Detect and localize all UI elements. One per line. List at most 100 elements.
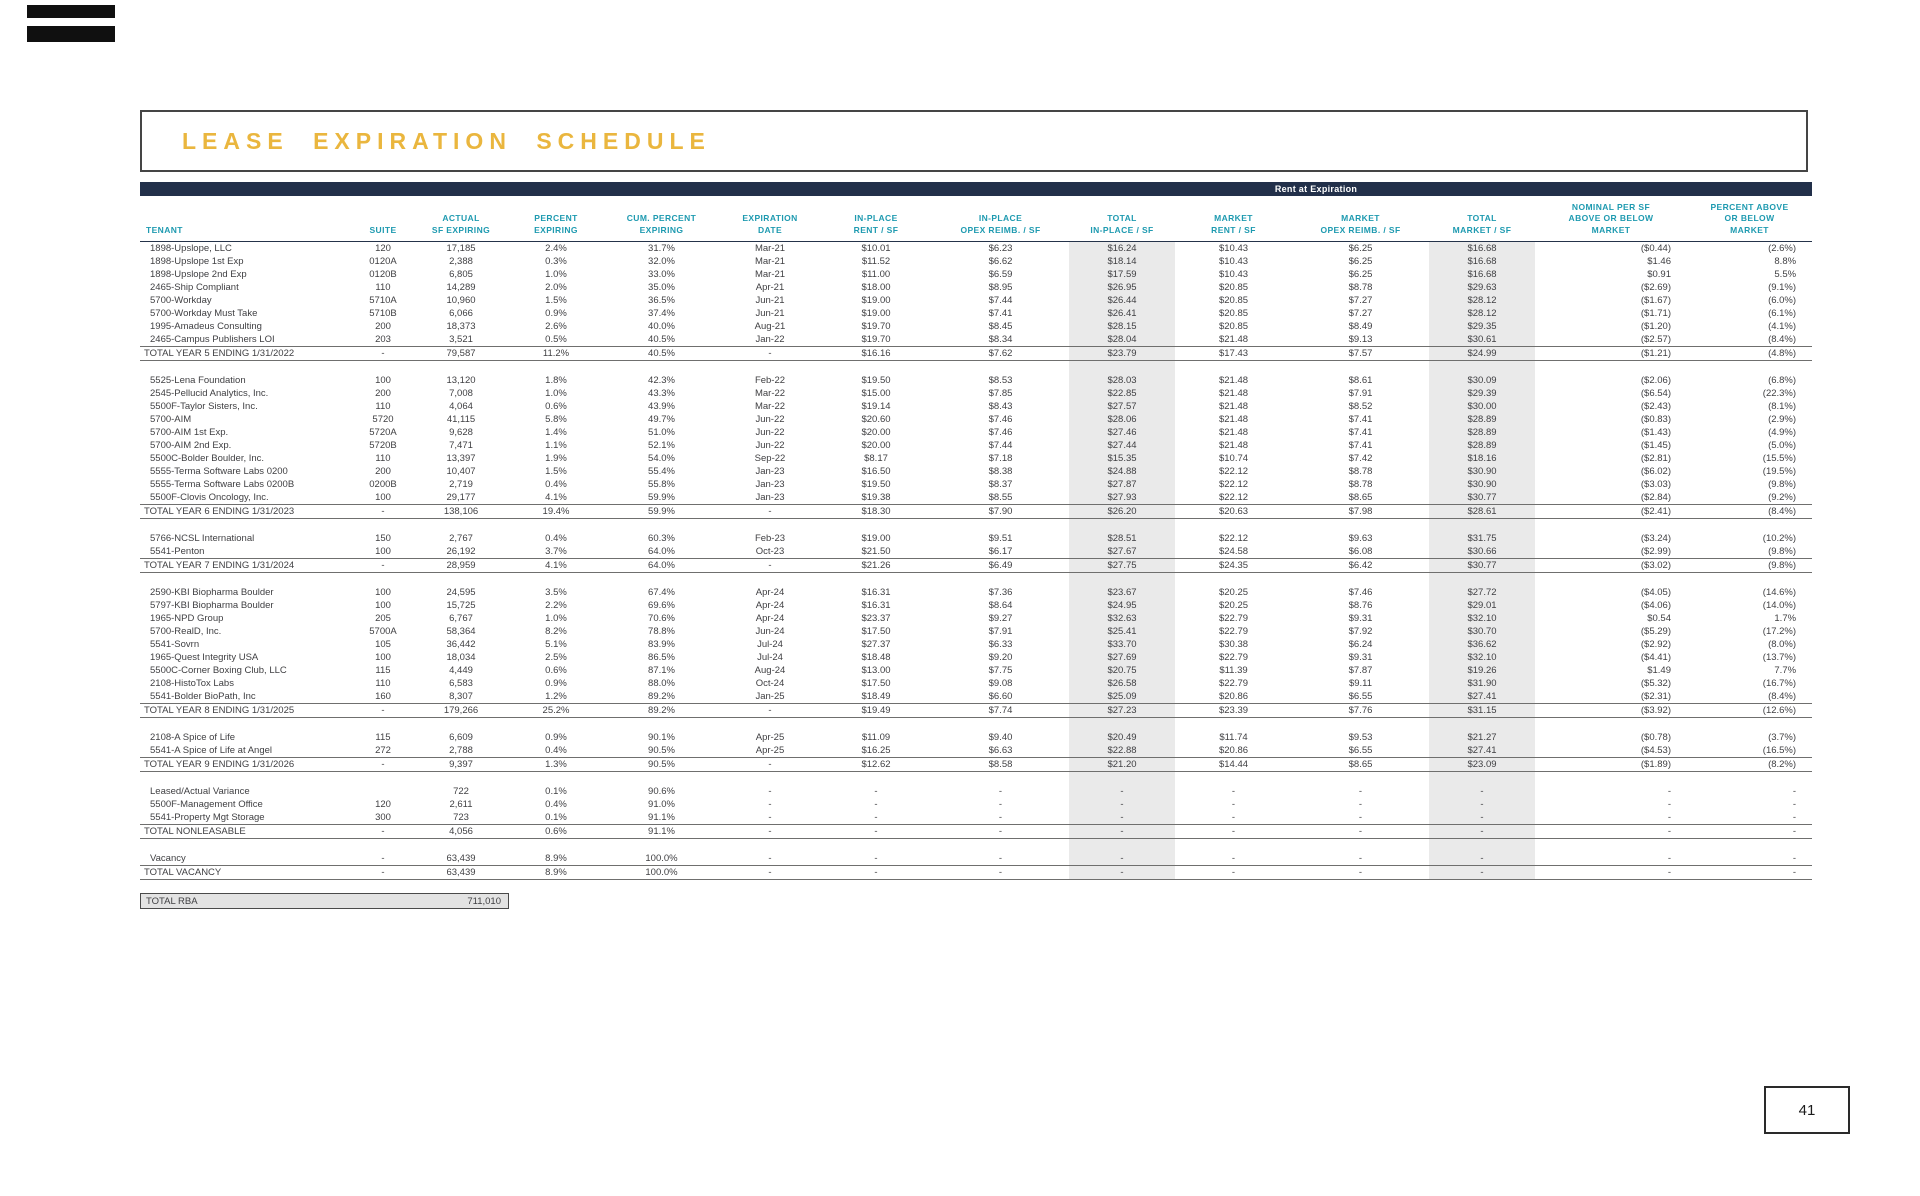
cell-pct: 0.3% xyxy=(545,256,567,268)
cell-pct_mkt xyxy=(1687,361,1812,375)
cell-tenant: 2108-A Spice of Life xyxy=(150,732,236,744)
cell-cum: 37.4% xyxy=(648,308,675,320)
cell-mkt_total: $28.89 xyxy=(1429,439,1535,453)
logo-bar-top xyxy=(27,5,115,18)
column-header-ip_rent: IN-PLACE RENT / SF xyxy=(820,196,932,243)
cell-sf: 63,439 xyxy=(413,865,509,881)
cell-cum xyxy=(603,519,720,533)
cell-mkt_opex: $7.87 xyxy=(1348,665,1373,677)
tenant-row: 5700-RealD, Inc. 5700A 58,364 8.2% 78.8% Jun-… xyxy=(140,625,1812,639)
cell-ip_rent: $21.50 xyxy=(861,546,891,558)
cell-cum: 40.5% xyxy=(648,334,675,346)
cell-ip_opex: - xyxy=(998,812,1003,824)
cell-pct xyxy=(509,519,603,533)
cell-sf: 138,106 xyxy=(413,504,509,520)
cell-nominal: ($2.84) xyxy=(1640,492,1671,504)
cell-mkt_opex: $7.76 xyxy=(1292,703,1429,719)
cell-mkt_opex: $9.53 xyxy=(1348,732,1373,744)
cell-mkt_opex: - xyxy=(1292,865,1429,881)
cell-sf xyxy=(413,573,509,587)
cell-suite xyxy=(353,839,413,853)
total-row: TOTAL YEAR 9 ENDING 1/31/2026-9,397 1.3% 9… xyxy=(140,757,1813,773)
cell-suite: 203 xyxy=(375,334,391,346)
cell-tenant xyxy=(140,772,353,786)
cell-pct_mkt: (6.1%) xyxy=(1768,308,1797,320)
cell-date: Mar-22 xyxy=(754,388,786,400)
cell-date: Oct-23 xyxy=(755,546,785,558)
tenant-row: 5500C-Corner Boxing Club, LLC 115 4,449 0.6… xyxy=(140,664,1812,678)
cell-sf: 6,609 xyxy=(449,732,473,744)
tenant-row: 5541-A Spice of Life at Angel 272 2,788 0.4… xyxy=(140,744,1812,758)
cell-empty xyxy=(1687,893,1812,909)
cell-mkt_total: $28.89 xyxy=(1429,413,1535,427)
cell-ip_rent: $16.25 xyxy=(861,745,891,757)
cell-cum xyxy=(603,880,720,894)
cell-date: - xyxy=(720,757,820,773)
cell-mkt_total: $30.70 xyxy=(1429,625,1535,639)
cell-cum: 55.8% xyxy=(648,479,675,491)
cell-tenant: 5700-RealD, Inc. xyxy=(150,626,222,638)
cell-nominal xyxy=(1535,573,1687,587)
cell-ip_opex xyxy=(932,772,1069,786)
cell-ip_opex: $8.53 xyxy=(988,375,1013,387)
cell-ip_total: $27.23 xyxy=(1069,703,1175,719)
cell-ip_opex: - xyxy=(998,799,1003,811)
cell-pct: 0.4% xyxy=(545,479,567,491)
cell-tenant: 5797-KBI Biopharma Boulder xyxy=(150,600,274,612)
cell-pct_mkt: (14.6%) xyxy=(1762,587,1797,599)
cell-date: - xyxy=(768,812,772,824)
total-rba-box: TOTAL RBA 711,010 xyxy=(140,893,509,910)
cell-mkt_rent: - xyxy=(1231,853,1236,865)
cell-ip_rent xyxy=(820,718,932,732)
cell-pct: 0.9% xyxy=(545,308,567,320)
cell-ip_total: $20.75 xyxy=(1069,664,1175,678)
cell-suite: 0200B xyxy=(369,479,397,491)
cell-tenant: 1995-Amadeus Consulting xyxy=(150,321,262,333)
cell-mkt_total: $21.27 xyxy=(1429,731,1535,745)
cell-nominal: ($2.92) xyxy=(1640,639,1671,651)
cell-sf: 63,439 xyxy=(446,853,476,865)
cell-ip_total: - xyxy=(1069,785,1175,799)
cell-suite: - xyxy=(381,853,385,865)
cell-mkt_rent: $20.85 xyxy=(1218,308,1249,320)
cell-tenant: Leased/Actual Variance xyxy=(150,786,250,798)
cell-ip_rent: $16.31 xyxy=(861,587,891,599)
cell-tenant xyxy=(140,573,353,587)
cell-cum: 43.3% xyxy=(648,388,675,400)
cell-cum: 90.1% xyxy=(648,732,675,744)
cell-nominal: ($2.57) xyxy=(1640,334,1671,346)
cell-mkt_opex: - xyxy=(1358,786,1363,798)
cell-mkt_rent: $24.35 xyxy=(1175,558,1292,574)
cell-ip_total xyxy=(1069,880,1175,894)
cell-date xyxy=(720,880,820,894)
cell-date: - xyxy=(768,786,772,798)
cell-mkt_opex: $8.65 xyxy=(1292,757,1429,773)
cell-sf: 722 xyxy=(453,786,469,798)
cell-sf: 13,120 xyxy=(446,375,476,387)
cell-pct_mkt xyxy=(1687,718,1812,732)
column-header-suite: SUITE xyxy=(353,196,413,243)
cell-mkt_total: $30.90 xyxy=(1429,465,1535,479)
cell-ip_rent: $17.50 xyxy=(861,626,891,638)
cell-sf: 4,064 xyxy=(449,401,473,413)
cell-mkt_total: $30.09 xyxy=(1429,374,1535,388)
spacer-row xyxy=(140,360,1812,375)
cell-ip_rent: - xyxy=(874,786,878,798)
cell-ip_rent: $19.00 xyxy=(861,533,891,545)
cell-mkt_rent: $14.44 xyxy=(1175,757,1292,773)
cell-date: Mar-21 xyxy=(754,243,786,255)
cell-mkt_opex xyxy=(1292,519,1429,533)
cell-date: - xyxy=(768,799,772,811)
cell-mkt_opex: $6.24 xyxy=(1348,639,1373,651)
cell-ip_rent: $19.38 xyxy=(861,492,891,504)
cell-nominal: ($0.83) xyxy=(1640,414,1671,426)
total-rba-cell: TOTAL RBA 711,010 xyxy=(140,893,509,910)
cell-tenant: TOTAL YEAR 9 ENDING 1/31/2026 xyxy=(140,757,353,773)
cell-date: Oct-24 xyxy=(755,678,785,690)
cell-ip_rent: $13.00 xyxy=(861,665,891,677)
cell-ip_opex xyxy=(932,880,1069,894)
cell-ip_rent: $27.37 xyxy=(861,639,891,651)
cell-mkt_opex: $7.98 xyxy=(1292,504,1429,520)
cell-tenant: 5700-AIM 1st Exp. xyxy=(150,427,229,439)
cell-mkt_rent: - xyxy=(1175,824,1292,840)
